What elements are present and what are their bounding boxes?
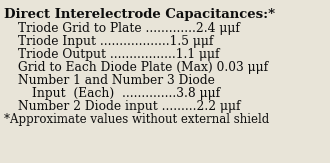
Text: Number 1 and Number 3 Diode: Number 1 and Number 3 Diode (18, 74, 215, 87)
Text: Input  (Each)  ..............3.8 μμf: Input (Each) ..............3.8 μμf (32, 87, 220, 100)
Text: Number 2 Diode input .........2.2 μμf: Number 2 Diode input .........2.2 μμf (18, 100, 241, 113)
Text: Triode Input ..................1.5 μμf: Triode Input ..................1.5 μμf (18, 35, 214, 48)
Text: *Approximate values without external shield: *Approximate values without external shi… (4, 113, 269, 126)
Text: Triode Grid to Plate .............2.4 μμf: Triode Grid to Plate .............2.4 μμ… (18, 22, 240, 35)
Text: Direct Interelectrode Capacitances:*: Direct Interelectrode Capacitances:* (4, 8, 275, 21)
Text: Triode Output .................1.1 μμf: Triode Output .................1.1 μμf (18, 48, 219, 61)
Text: Grid to Each Diode Plate (Max) 0.03 μμf: Grid to Each Diode Plate (Max) 0.03 μμf (18, 61, 268, 74)
